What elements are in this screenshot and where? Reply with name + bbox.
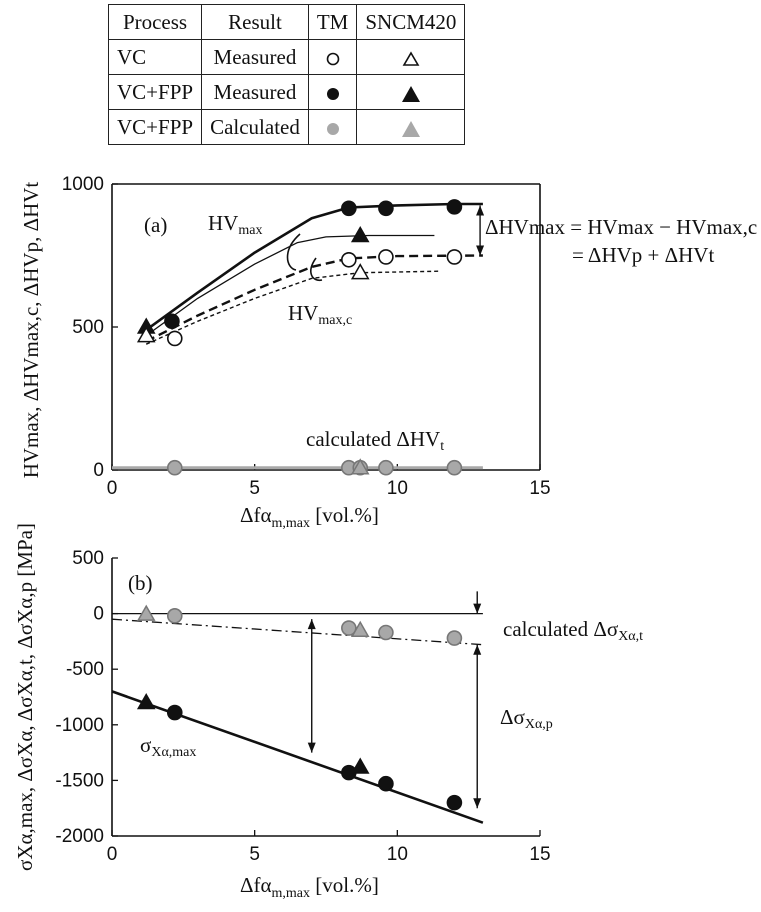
filled-triangle-icon bbox=[401, 85, 420, 102]
legend-process: VC+FPP bbox=[107, 74, 203, 110]
filled-circle-marker bbox=[166, 704, 183, 721]
x-tick-label: 15 bbox=[529, 478, 550, 499]
legend-result: Calculated bbox=[201, 109, 309, 145]
arrow-head bbox=[307, 619, 316, 630]
y-tick-label: 500 bbox=[72, 317, 104, 338]
y-tick-label: 500 bbox=[72, 548, 104, 569]
legend-result: Measured bbox=[201, 74, 309, 110]
y-tick-label: 1000 bbox=[62, 174, 104, 195]
open-triangle-marker bbox=[136, 326, 156, 343]
legend-header-tm: TM bbox=[307, 4, 358, 40]
filled-circle-marker bbox=[341, 200, 357, 217]
y-tick-label: 0 bbox=[93, 460, 104, 481]
panel-b-x-label: Δfαm,max [vol.%] bbox=[240, 873, 379, 901]
x-tick-label: 0 bbox=[107, 478, 118, 499]
x-tick-label: 10 bbox=[387, 478, 408, 499]
y-tick-label: -2000 bbox=[55, 826, 104, 847]
legend-result: Measured bbox=[201, 39, 309, 75]
hvmax-pointer bbox=[286, 233, 301, 271]
legend-table: Process Result TM SNCM420 VC Measured VC… bbox=[107, 4, 466, 145]
panel-a: 0 5 10 15 0 500 1000 (a) HVmax HVmax,c calcula… bbox=[19, 174, 757, 531]
open-circle-marker bbox=[166, 330, 183, 347]
gray-circle-marker bbox=[341, 620, 357, 636]
annotation-hvmax: HVmax bbox=[208, 211, 262, 238]
open-triangle-icon bbox=[402, 51, 420, 66]
filled-circle-marker bbox=[164, 313, 180, 330]
filled-circle-marker bbox=[446, 794, 463, 811]
curve-dashdot bbox=[111, 618, 483, 646]
y-tick-label: 0 bbox=[93, 604, 104, 625]
gray-circle-marker bbox=[378, 624, 394, 641]
x-tick-label: 10 bbox=[387, 844, 408, 865]
open-triangle-marker bbox=[350, 263, 370, 280]
curve-solid-thin bbox=[145, 234, 435, 337]
gray-circle-marker bbox=[166, 459, 183, 476]
curve-solid-thick bbox=[145, 202, 483, 331]
filled-triangle-marker bbox=[350, 225, 370, 243]
arrow-head bbox=[473, 644, 482, 655]
annotation-sigma-max: σXα,max bbox=[140, 733, 196, 760]
open-circle-marker bbox=[378, 249, 394, 265]
open-circle-icon bbox=[326, 52, 339, 65]
filled-circle-marker bbox=[446, 199, 463, 215]
panel-a-label: (a) bbox=[144, 213, 167, 237]
legend-tm-marker bbox=[307, 74, 358, 110]
gray-triangle-marker bbox=[350, 620, 370, 638]
open-circle-marker bbox=[341, 251, 357, 268]
curve-dashed-thin bbox=[145, 270, 441, 345]
x-tick-label: 0 bbox=[107, 844, 118, 865]
panel-a-y-label: HVmax, ΔHVmax,c, ΔHVp, ΔHVt bbox=[19, 182, 43, 479]
panel-b-y-label: σXα,max, ΔσXα, ΔσXα,t, ΔσXα,p [MPa] bbox=[13, 523, 37, 871]
arrow-head bbox=[476, 205, 485, 216]
curve-dashed-thick bbox=[145, 254, 483, 343]
y-tick-label: -500 bbox=[66, 659, 104, 680]
y-tick-label: -1000 bbox=[55, 715, 104, 736]
legend-header-result: Result bbox=[201, 4, 309, 40]
panel-b-label: (b) bbox=[128, 571, 153, 595]
annotation-dhvmax-eq2: = ΔHVp + ΔHVt bbox=[572, 243, 714, 267]
gray-triangle-marker bbox=[350, 458, 370, 475]
arrow-head bbox=[476, 245, 485, 256]
open-circle-marker bbox=[446, 249, 463, 265]
annotation-hvmaxc: HVmax,c bbox=[288, 301, 352, 328]
filled-circle-icon bbox=[326, 87, 339, 100]
gray-circle-marker bbox=[378, 459, 394, 476]
gray-triangle-icon bbox=[401, 120, 420, 137]
legend-row: VC+FPP Measured bbox=[107, 74, 466, 110]
gray-circle-marker bbox=[446, 630, 463, 646]
legend-row: VC+FPP Calculated bbox=[107, 109, 466, 145]
panel-b: 0 5 10 15 -2000 -1500 -1000 -500 0 500 (b) σXα,ma… bbox=[13, 523, 643, 901]
legend-process: VC+FPP bbox=[107, 109, 203, 145]
gray-triangle-marker bbox=[136, 604, 156, 621]
hvmaxc-pointer bbox=[310, 257, 323, 282]
annotation-calculated-dhvt: calculated ΔHVt bbox=[306, 427, 444, 454]
legend-tm-marker bbox=[307, 109, 358, 145]
filled-circle-marker bbox=[378, 775, 394, 792]
legend-header-process: Process bbox=[107, 4, 203, 40]
y-tick-label: -1500 bbox=[55, 770, 104, 791]
annotation-dhvmax-eq1: ΔHVmax = HVmax − HVmax,c bbox=[485, 215, 757, 239]
annotation-dsigma-p: ΔσXα,p bbox=[500, 705, 553, 732]
x-tick-label: 15 bbox=[529, 844, 550, 865]
x-tick-label: 5 bbox=[249, 478, 260, 499]
arrow-head bbox=[473, 798, 482, 809]
annotation-calculated-dsigma-t: calculated ΔσXα,t bbox=[503, 617, 643, 644]
gray-circle-marker bbox=[446, 459, 463, 476]
legend-row: VC Measured bbox=[107, 39, 466, 75]
arrow-head bbox=[307, 742, 316, 753]
arrow-head bbox=[473, 603, 482, 614]
x-tick-label: 5 bbox=[249, 844, 260, 865]
gray-circle-icon bbox=[326, 122, 339, 135]
filled-triangle-marker bbox=[136, 693, 156, 710]
filled-circle-marker bbox=[378, 200, 394, 217]
gray-circle-marker bbox=[166, 608, 183, 624]
legend-sncm-marker bbox=[356, 109, 466, 145]
filled-triangle-marker bbox=[350, 757, 370, 774]
panel-a-x-label: Δfαm,max [vol.%] bbox=[240, 503, 379, 531]
